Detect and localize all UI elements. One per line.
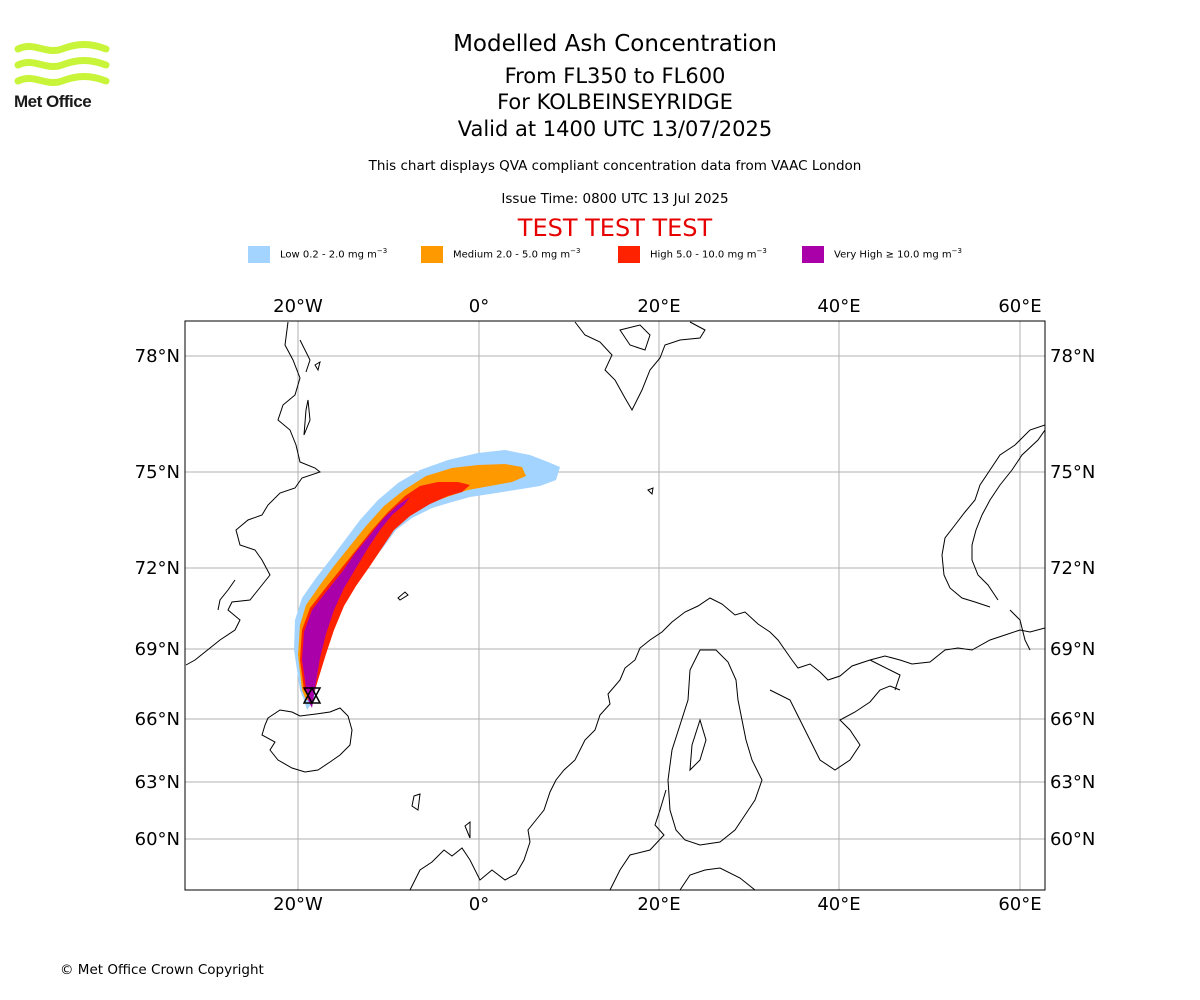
lat-label-right: 78°N — [1050, 346, 1095, 367]
chart-title: Modelled Ash Concentration — [453, 31, 777, 57]
logo-text: Met Office — [14, 92, 92, 111]
ash-plume — [294, 450, 560, 710]
met-office-logo — [14, 41, 110, 86]
legend-item-high: High 5.0 - 10.0 mg m−3 — [618, 244, 767, 264]
legend-label-low: Low 0.2 - 2.0 mg m−3 — [280, 247, 388, 261]
volcano-name: For KOLBEINSEYRIDGE — [497, 90, 733, 114]
lon-label-top: 20°W — [273, 296, 323, 317]
lat-label-right: 63°N — [1050, 772, 1095, 793]
lon-label-top: 0° — [469, 296, 489, 317]
lat-label-left: 78°N — [135, 346, 180, 367]
legend-item-low: Low 0.2 - 2.0 mg m−3 — [248, 244, 387, 264]
legend-item-medium: Medium 2.0 - 5.0 mg m−3 — [421, 244, 580, 264]
lat-label-left: 66°N — [135, 709, 180, 730]
lat-label-right: 75°N — [1050, 462, 1095, 483]
legend-item-very-high: Very High ≥ 10.0 mg m−3 — [802, 244, 962, 264]
legend-label-high: High 5.0 - 10.0 mg m−3 — [650, 247, 767, 261]
flight-levels: From FL350 to FL600 — [504, 64, 726, 88]
lat-label-left: 72°N — [135, 558, 180, 579]
legend-label-very-high: Very High ≥ 10.0 mg m−3 — [834, 247, 962, 261]
legend-swatch-low — [248, 245, 270, 263]
lat-label-left: 75°N — [135, 462, 180, 483]
legend-swatch-medium — [421, 245, 443, 263]
legend-label-medium: Medium 2.0 - 5.0 mg m−3 — [453, 247, 581, 261]
lon-label-top: 40°E — [817, 296, 860, 317]
lat-label-right: 69°N — [1050, 639, 1095, 660]
lon-label-bottom: 40°E — [817, 894, 860, 915]
copyright: © Met Office Crown Copyright — [60, 962, 264, 978]
ash-very-high — [302, 497, 410, 708]
chart-description: This chart displays QVA compliant concen… — [368, 158, 862, 174]
volcano-marker — [302, 686, 322, 705]
legend-swatch-high — [618, 245, 640, 263]
lat-label-left: 69°N — [135, 639, 180, 660]
lat-label-right: 72°N — [1050, 558, 1095, 579]
valid-time: Valid at 1400 UTC 13/07/2025 — [457, 117, 773, 141]
legend-swatch-very-high — [802, 245, 824, 263]
coastlines — [185, 321, 1045, 890]
lon-label-bottom: 20°W — [273, 894, 323, 915]
issue-time: Issue Time: 0800 UTC 13 Jul 2025 — [501, 191, 729, 207]
lon-label-top: 20°E — [637, 296, 680, 317]
lon-label-bottom: 20°E — [637, 894, 680, 915]
lon-label-top: 60°E — [998, 296, 1041, 317]
lat-label-right: 66°N — [1050, 709, 1095, 730]
test-banner: TEST TEST TEST — [517, 214, 713, 242]
lat-label-right: 60°N — [1050, 829, 1095, 850]
lat-label-left: 60°N — [135, 829, 180, 850]
lon-label-bottom: 0° — [469, 894, 489, 915]
map-frame — [184, 320, 1046, 891]
lat-label-left: 63°N — [135, 772, 180, 793]
lon-label-bottom: 60°E — [998, 894, 1041, 915]
